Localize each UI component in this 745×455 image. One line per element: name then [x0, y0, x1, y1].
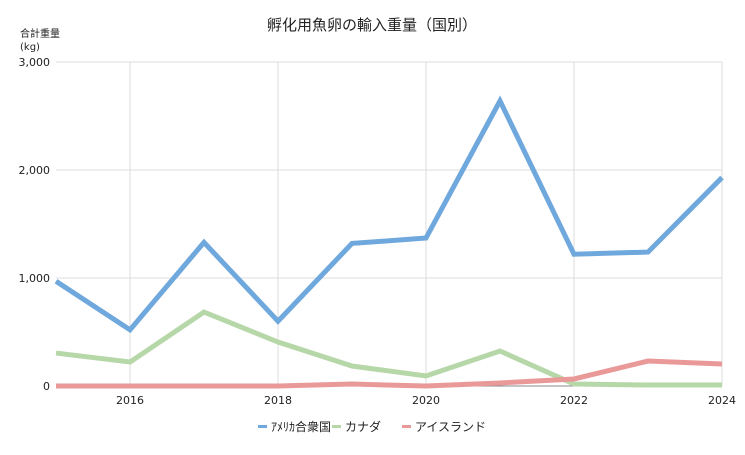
legend-swatch — [258, 425, 267, 428]
legend-label: カナダ — [345, 419, 381, 434]
x-tick-label: 2018 — [264, 394, 292, 407]
y-axis-label-line2: (kg) — [20, 42, 40, 53]
y-tick-label: 0 — [43, 380, 50, 393]
x-tick-label: 2016 — [116, 394, 144, 407]
series-line — [56, 358, 723, 389]
y-axis-label-line1: 合計重量 — [20, 27, 60, 40]
x-tick-label: 2024 — [708, 394, 736, 407]
y-tick-label: 1,000 — [19, 272, 51, 285]
series-line — [54, 95, 724, 334]
series-line — [55, 309, 722, 388]
x-tick-label: 2020 — [412, 394, 440, 407]
x-tick-label: 2022 — [560, 394, 588, 407]
legend-swatch — [332, 425, 341, 428]
legend-swatch — [402, 425, 411, 428]
y-tick-label: 2,000 — [19, 164, 51, 177]
chart-title: 孵化用魚卵の輸入重量（国別） — [267, 16, 477, 34]
legend-label: ｱﾒﾘｶ合衆国 — [271, 419, 331, 434]
legend-label: アイスランド — [415, 420, 486, 434]
y-tick-label: 3,000 — [19, 56, 51, 69]
